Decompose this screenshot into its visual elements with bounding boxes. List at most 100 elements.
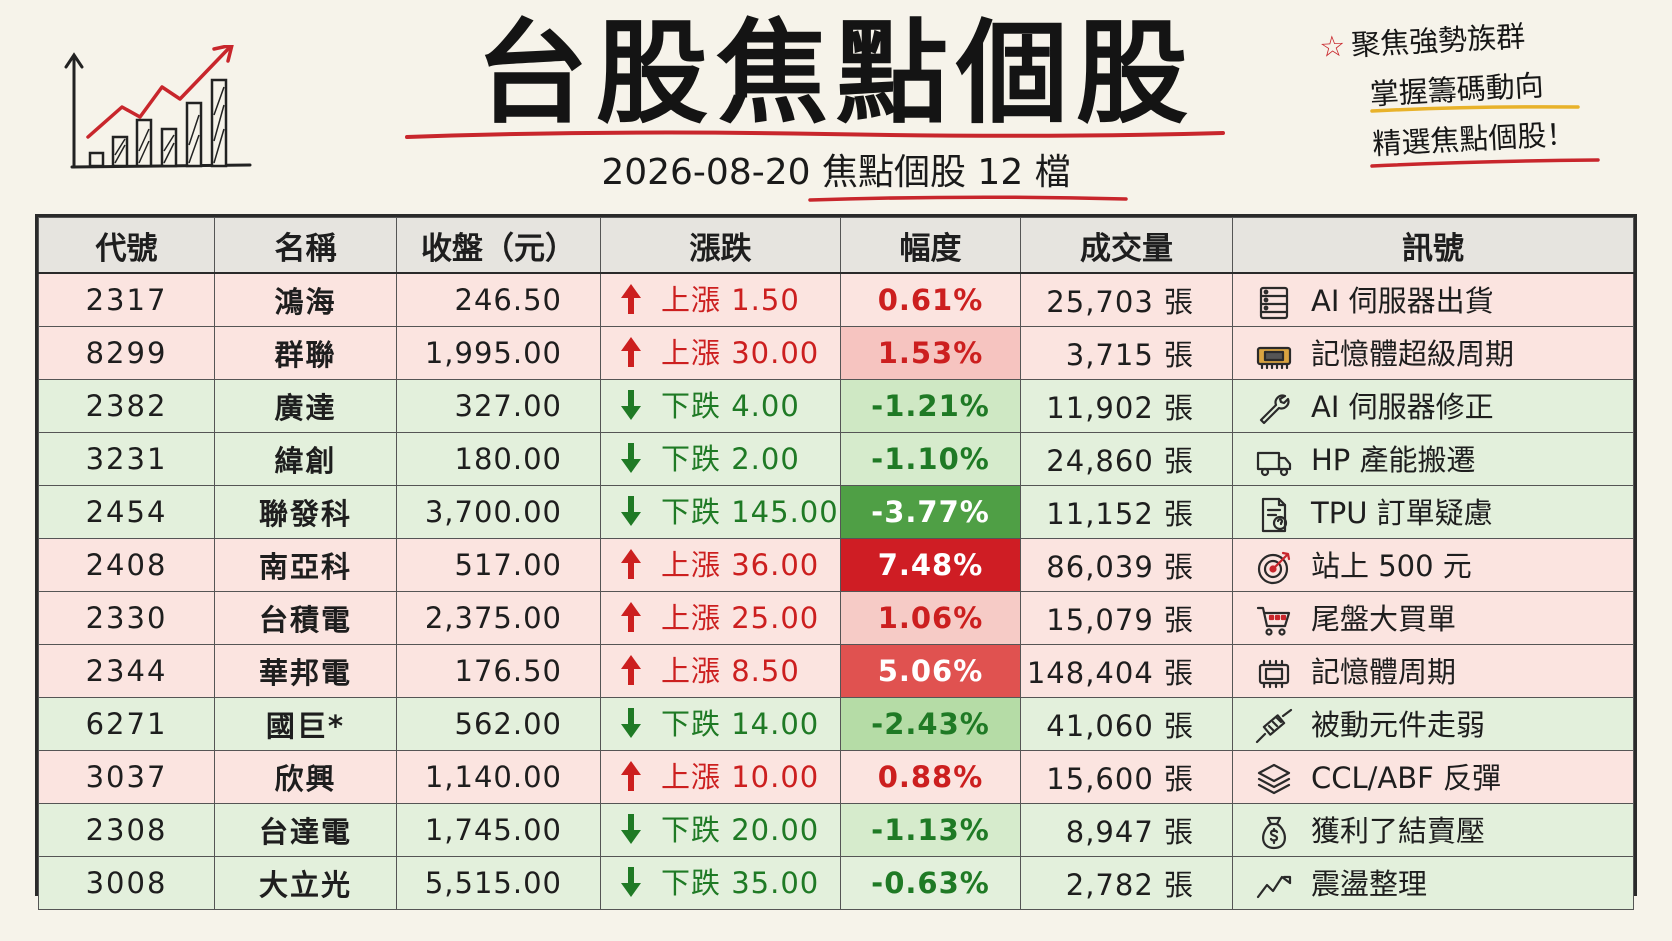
close-price: 3,700.00: [396, 485, 601, 539]
stock-name: 台積電: [214, 591, 397, 645]
price-change: 上漲 36.00: [600, 538, 841, 592]
arrow-down-icon: [619, 441, 643, 482]
arrow-down-icon: [619, 388, 643, 429]
wrench-icon: [1255, 390, 1293, 428]
percent-change: -1.21%: [840, 379, 1021, 433]
stock-code: 2408: [38, 538, 215, 592]
arrow-up-icon: [619, 335, 643, 376]
signal: 獲利了結賣壓: [1232, 803, 1634, 857]
close-price: 1,140.00: [396, 750, 601, 804]
signal: TPU 訂單疑慮: [1232, 485, 1634, 539]
table-row: 6271 國巨* 562.00 下跌 14.00 -2.43% 41,060 張 被動元件走…: [38, 697, 1634, 751]
target-icon: [1255, 549, 1293, 587]
signal-text: TPU 訂單疑慮: [1311, 496, 1493, 530]
header-signal: 訊號: [1232, 217, 1634, 274]
subtitle-date: 2026-08-20: [601, 152, 811, 193]
arrow-up-icon: [619, 600, 643, 641]
arrow-down-icon: [619, 865, 643, 906]
table-row: 2344 華邦電 176.50 上漲 8.50 5.06% 148,404 張 記憶體周期: [38, 644, 1634, 698]
signal-text: HP 產能搬遷: [1311, 443, 1476, 477]
percent-change: 1.06%: [840, 591, 1021, 645]
table-row: 3231 緯創 180.00 下跌 2.00 -1.10% 24,860 張 HP 產能搬遷: [38, 432, 1634, 486]
server-icon: [1255, 284, 1293, 322]
volume: 148,404 張: [1020, 644, 1233, 698]
header-close: 收盤（元）: [396, 217, 601, 274]
table-row: 2408 南亞科 517.00 上漲 36.00 7.48% 86,039 張 站上 500…: [38, 538, 1634, 592]
signal: 站上 500 元: [1232, 538, 1634, 592]
star-icon: ☆: [1318, 28, 1347, 64]
arrow-down-icon: [619, 706, 643, 747]
stock-code: 3037: [38, 750, 215, 804]
volume: 11,152 張: [1020, 485, 1233, 539]
change-text: 下跌 20.00: [661, 813, 820, 848]
change-text: 上漲 10.00: [661, 760, 820, 795]
table-row: 3008 大立光 5,515.00 下跌 35.00 -0.63% 2,782 張 震盪整理: [38, 856, 1634, 910]
percent-change: 5.06%: [840, 644, 1021, 698]
percent-change: -0.63%: [840, 856, 1021, 910]
header-percent: 幅度: [840, 217, 1021, 274]
signal-text: 獲利了結賣壓: [1311, 814, 1486, 848]
close-price: 517.00: [396, 538, 601, 592]
percent-change: -2.43%: [840, 697, 1021, 751]
change-text: 上漲 1.50: [661, 283, 800, 318]
signal-text: 被動元件走弱: [1311, 708, 1486, 742]
volume: 8,947 張: [1020, 803, 1233, 857]
stock-code: 6271: [38, 697, 215, 751]
signal-text: 記憶體超級周期: [1311, 337, 1515, 371]
close-price: 562.00: [396, 697, 601, 751]
side-note: ☆ 聚焦強勢族群 掌握籌碼動向 精選焦點個股！: [1318, 5, 1655, 172]
price-change: 下跌 14.00: [600, 697, 841, 751]
volume: 15,079 張: [1020, 591, 1233, 645]
stock-code: 3008: [38, 856, 215, 910]
table-row: 3037 欣興 1,140.00 上漲 10.00 0.88% 15,600 張 CCL/A…: [38, 750, 1634, 804]
stock-name: 緯創: [214, 432, 397, 486]
volume: 24,860 張: [1020, 432, 1233, 486]
close-price: 327.00: [396, 379, 601, 433]
price-change: 上漲 30.00: [600, 326, 841, 380]
table-row: 8299 群聯 1,995.00 上漲 30.00 1.53% 3,715 張 記憶體超級周…: [38, 326, 1634, 380]
stock-name: 國巨*: [214, 697, 397, 751]
close-price: 1,995.00: [396, 326, 601, 380]
arrow-down-icon: [619, 494, 643, 535]
stock-name: 欣興: [214, 750, 397, 804]
signal-text: 站上 500 元: [1311, 549, 1472, 583]
header-code: 代號: [38, 217, 215, 274]
percent-change: 1.53%: [840, 326, 1021, 380]
header-volume: 成交量: [1020, 217, 1233, 274]
signal-text: 尾盤大買單: [1311, 602, 1457, 636]
stock-code: 2454: [38, 485, 215, 539]
table-row: 2317 鴻海 246.50 上漲 1.50 0.61% 25,703 張 AI 伺服器出貨: [38, 272, 1634, 327]
volume: 15,600 張: [1020, 750, 1233, 804]
zigzag-trend-icon: [1255, 867, 1293, 905]
table-row: 2382 廣達 327.00 下跌 4.00 -1.21% 11,902 張 AI 伺服器修…: [38, 379, 1634, 433]
change-text: 下跌 4.00: [661, 389, 800, 424]
close-price: 5,515.00: [396, 856, 601, 910]
change-text: 下跌 14.00: [661, 707, 820, 742]
close-price: 2,375.00: [396, 591, 601, 645]
change-text: 下跌 35.00: [661, 866, 820, 901]
arrow-up-icon: [619, 759, 643, 800]
percent-change: 0.61%: [840, 272, 1021, 327]
table-header-row: 代號 名稱 收盤（元） 漲跌 幅度 成交量 訊號: [38, 217, 1634, 274]
stock-code: 3231: [38, 432, 215, 486]
signal: 記憶體超級周期: [1232, 326, 1634, 380]
price-change: 上漲 25.00: [600, 591, 841, 645]
stock-name: 台達電: [214, 803, 397, 857]
arrow-up-icon: [619, 653, 643, 694]
subtitle-label: 焦點個股 12 檔: [821, 152, 1071, 193]
close-price: 180.00: [396, 432, 601, 486]
truck-icon: [1255, 443, 1293, 481]
stock-code: 8299: [38, 326, 215, 380]
stock-name: 大立光: [214, 856, 397, 910]
price-change: 下跌 35.00: [600, 856, 841, 910]
volume: 11,902 張: [1020, 379, 1233, 433]
price-change: 下跌 4.00: [600, 379, 841, 433]
volume: 2,782 張: [1020, 856, 1233, 910]
signal: CCL/ABF 反彈: [1232, 750, 1634, 804]
trend-chart-icon: [64, 45, 252, 169]
stock-name: 群聯: [214, 326, 397, 380]
stock-code: 2317: [38, 272, 215, 327]
signal: AI 伺服器出貨: [1232, 272, 1634, 327]
title-underline: [405, 130, 1225, 139]
table-row: 2308 台達電 1,745.00 下跌 20.00 -1.13% 8,947 張 獲利了結…: [38, 803, 1634, 857]
